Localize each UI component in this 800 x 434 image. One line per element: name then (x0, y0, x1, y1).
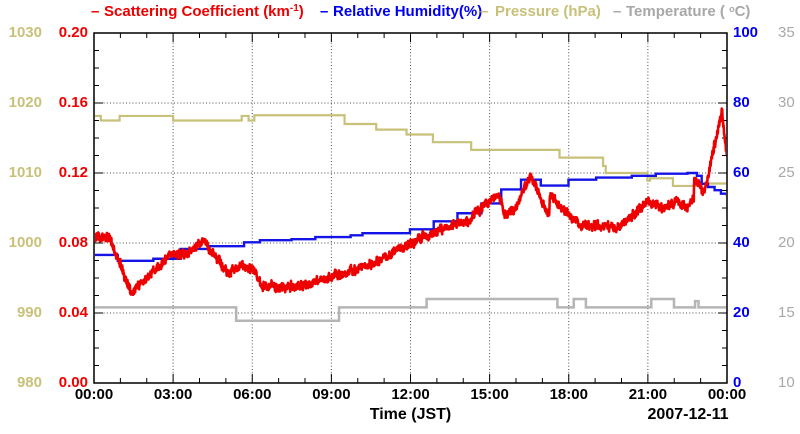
svg-text:–: – (91, 3, 99, 20)
svg-text:30: 30 (778, 94, 795, 111)
svg-text:20: 20 (778, 234, 795, 251)
svg-text:00:00: 00:00 (708, 386, 746, 403)
svg-text:0.16: 0.16 (59, 94, 88, 111)
svg-text:980: 980 (17, 374, 42, 391)
svg-text:Scattering Coefficient (km-1): Scattering Coefficient (km-1) (104, 3, 304, 20)
svg-text:40: 40 (733, 234, 750, 251)
svg-text:15: 15 (778, 304, 795, 321)
svg-text:0.08: 0.08 (59, 234, 88, 251)
svg-text:Pressure (hPa): Pressure (hPa) (495, 3, 601, 20)
svg-text:Time (JST): Time (JST) (370, 406, 452, 423)
svg-text:0.12: 0.12 (59, 164, 88, 181)
svg-text:Relative Humidity(%): Relative Humidity(%) (333, 3, 482, 20)
svg-text:09:00: 09:00 (312, 386, 350, 403)
svg-text:00:00: 00:00 (75, 386, 113, 403)
svg-text:20: 20 (733, 304, 750, 321)
svg-text:35: 35 (778, 24, 795, 41)
svg-text:2007-12-11: 2007-12-11 (648, 406, 729, 423)
svg-text:–: – (480, 3, 488, 20)
svg-text:0.04: 0.04 (59, 304, 89, 321)
svg-text:06:00: 06:00 (233, 386, 271, 403)
svg-text:12:00: 12:00 (391, 386, 429, 403)
svg-text:03:00: 03:00 (154, 386, 192, 403)
svg-text:990: 990 (17, 304, 42, 321)
svg-text:Temperature ( oC): Temperature ( oC) (626, 3, 750, 20)
svg-text:21:00: 21:00 (629, 386, 667, 403)
svg-text:100: 100 (733, 24, 758, 41)
svg-text:15:00: 15:00 (470, 386, 508, 403)
svg-text:1000: 1000 (9, 234, 42, 251)
svg-text:80: 80 (733, 94, 750, 111)
svg-text:1020: 1020 (9, 94, 42, 111)
svg-text:1010: 1010 (9, 164, 42, 181)
svg-text:18:00: 18:00 (550, 386, 588, 403)
svg-text:25: 25 (778, 164, 795, 181)
svg-text:60: 60 (733, 164, 750, 181)
svg-text:10: 10 (778, 374, 795, 391)
svg-text:–: – (320, 3, 328, 20)
svg-text:0.20: 0.20 (59, 24, 88, 41)
svg-text:–: – (613, 3, 621, 20)
svg-text:1030: 1030 (9, 24, 42, 41)
